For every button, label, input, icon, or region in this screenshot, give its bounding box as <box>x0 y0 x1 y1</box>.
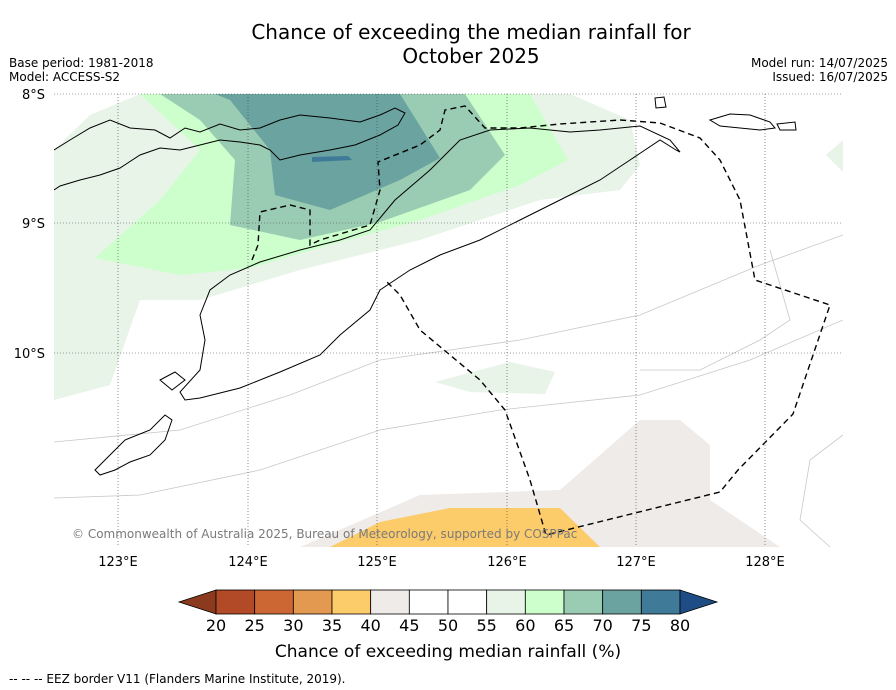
colorbar-bin <box>447 589 488 615</box>
colorbar-tick-label: 50 <box>438 616 458 635</box>
map-area <box>54 94 843 547</box>
colorbar-bin <box>563 589 604 615</box>
colorbar-tick-label: 65 <box>554 616 574 635</box>
colorbar-bin <box>215 589 256 615</box>
colorbar-ticks: 20 25 30 35 40 45 50 55 60 65 70 75 80 <box>206 616 690 635</box>
issued-date: Issued: 16/07/2025 <box>772 70 888 84</box>
colorbar-bin <box>292 589 333 615</box>
lon-label: 125°E <box>357 555 397 570</box>
colorbar-bin <box>486 589 526 615</box>
region-55-60-c <box>435 362 555 394</box>
lat-label: 10°S <box>14 347 45 362</box>
coastline-north-islands <box>54 107 406 191</box>
colorbar-label: Chance of exceeding median rainfall (%) <box>275 642 621 662</box>
colorbar-tick-label: 25 <box>244 616 264 635</box>
longitude-labels: 123°E 124°E 125°E 126°E 127°E 128°E <box>98 555 785 570</box>
eez-border <box>251 105 831 536</box>
colorbar-tick-label: 20 <box>206 616 226 635</box>
base-period: Base period: 1981-2018 <box>9 56 154 70</box>
region-35-40 <box>330 508 600 547</box>
colorbar-tick-label: 75 <box>631 616 651 635</box>
lon-label: 127°E <box>616 555 656 570</box>
colorbar-tick-label: 35 <box>322 616 342 635</box>
colorbar-tick-label: 55 <box>476 616 496 635</box>
latitude-labels: 8°S 9°S 10°S <box>14 88 45 362</box>
colorbar-bin <box>602 589 642 615</box>
colorbar-tick-label: 40 <box>360 616 380 635</box>
title-line-1: Chance of exceeding the median rainfall … <box>251 20 691 44</box>
colorbar-tick-label: 30 <box>283 616 303 635</box>
gridlines <box>54 93 843 547</box>
lon-label: 124°E <box>228 555 268 570</box>
colorbar-tick-label: 45 <box>399 616 419 635</box>
coastline-southwest <box>94 371 186 476</box>
coastline-wetar <box>654 96 797 131</box>
title-line-2: October 2025 <box>402 44 540 68</box>
colorbar-under-arrow <box>177 589 217 615</box>
meta-left: Base period: 1981-2018 Model: ACCESS-S2 <box>9 56 154 84</box>
colorbar-bin <box>640 589 681 615</box>
lon-label: 126°E <box>487 555 527 570</box>
colorbar-tick-label: 80 <box>670 616 690 635</box>
region-55-60-d <box>826 140 843 172</box>
colorbar-bin <box>254 589 294 615</box>
copyright-notice: © Commonwealth of Australia 2025, Bureau… <box>72 527 577 541</box>
lat-label: 9°S <box>22 217 45 232</box>
lon-label: 123°E <box>98 555 138 570</box>
model-name: Model: ACCESS-S2 <box>9 70 121 84</box>
eez-legend-note: -- -- -- EEZ border V11 (Flanders Marine… <box>9 672 346 686</box>
colorbar-bin <box>408 589 449 615</box>
lat-label: 8°S <box>22 88 45 103</box>
colorbar <box>177 589 719 615</box>
lon-label: 128°E <box>745 555 785 570</box>
model-run: Model run: 14/07/2025 <box>750 56 888 70</box>
colorbar-over-arrow <box>679 589 719 615</box>
colorbar-tick-label: 60 <box>515 616 535 635</box>
region-55-60-b <box>54 290 140 400</box>
colorbar-tick-label: 70 <box>592 616 612 635</box>
colorbar-bin <box>524 589 565 615</box>
colorbar-bin <box>370 589 410 615</box>
region-75-80 <box>312 156 352 162</box>
contour-lines <box>54 234 843 547</box>
meta-right: Model run: 14/07/2025 Issued: 16/07/2025 <box>751 56 888 84</box>
colorbar-bin <box>331 589 372 615</box>
